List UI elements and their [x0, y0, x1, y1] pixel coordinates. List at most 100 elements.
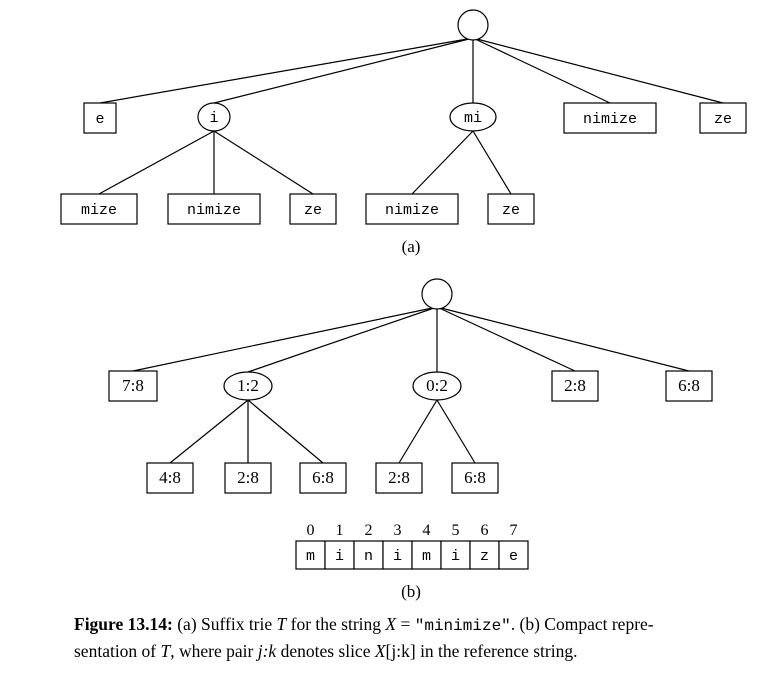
b-node-label-n12: 1:2: [237, 376, 259, 395]
ref-index-5: 5: [452, 522, 460, 539]
b-node-n68: [665, 370, 713, 402]
b-edge-root-n68: [436, 306, 690, 372]
a-node-mi: [449, 102, 497, 132]
caption-text: =: [396, 614, 415, 634]
a-node-label-ze: ze: [714, 111, 732, 128]
a-node-i_nimize: [167, 193, 261, 225]
ref-char-0: m: [306, 548, 315, 565]
b-node-label-a68: 6:8: [312, 468, 334, 487]
ref-cell-4: [411, 540, 442, 570]
a-edge-i-i_ze: [213, 130, 314, 195]
a-node-label-i: i: [209, 110, 218, 127]
b-edge-root-n12: [247, 306, 438, 373]
b-node-label-b68: 6:8: [464, 468, 486, 487]
a-edge-mi-mi_nimize: [411, 130, 474, 195]
b-node-label-n02: 0:2: [426, 376, 448, 395]
b-node-label-n68: 6:8: [678, 376, 700, 395]
ref-char-7: e: [509, 548, 518, 565]
a-node-label-i_ze: ze: [304, 202, 322, 219]
b-edge-root-n78: [132, 306, 438, 372]
a-node-label-mi_ze: ze: [502, 202, 520, 219]
a-node-label-nimize: nimize: [583, 111, 637, 128]
b-node-label-b28: 2:8: [388, 468, 410, 487]
caption-line-2: sentation of T, where pair j:k denotes s…: [74, 639, 764, 664]
caption-text: (a) Suffix trie: [172, 614, 277, 634]
caption-text: [j:k]: [385, 641, 416, 661]
b-node-label-a28: 2:8: [237, 468, 259, 487]
figure-caption: Figure 13.14: (a) Suffix trie T for the …: [74, 612, 764, 664]
a-edge-root-ze: [472, 37, 724, 104]
caption-text: in the reference string.: [415, 641, 578, 661]
ref-index-1: 1: [336, 522, 344, 539]
reference-string: m 0 i 1 n 2 i 3 m 4 i 5 z 6 e 7: [295, 522, 529, 570]
caption-text: denotes slice: [276, 641, 375, 661]
ref-char-5: i: [451, 548, 460, 565]
a-node-label-e: e: [95, 111, 104, 128]
ref-index-3: 3: [394, 522, 402, 539]
ref-cell-3: [382, 540, 413, 570]
caption-text: , where pair: [170, 641, 258, 661]
b-node-b28: [375, 462, 423, 494]
a-node-label-mi_nimize: nimize: [385, 202, 439, 219]
b-edge-n12-a48: [169, 399, 249, 464]
ref-index-6: 6: [481, 522, 489, 539]
a-edge-i-i_mize: [98, 130, 215, 195]
label-b: (b): [401, 582, 421, 601]
caption-text: sentation of: [74, 641, 161, 661]
ref-cell-6: [469, 540, 500, 570]
b-node-n02: [412, 371, 462, 401]
caption-var: j:k: [257, 641, 277, 661]
b-edge-root-n28: [436, 306, 576, 372]
ref-cell-2: [353, 540, 384, 570]
a-node-i_mize: [60, 193, 138, 225]
b-node-root: [421, 278, 453, 310]
b-node-label-n78: 7:8: [122, 376, 144, 395]
a-edge-root-nimize: [472, 37, 611, 104]
b-edge-n02-b28: [398, 399, 438, 464]
ref-index-2: 2: [365, 522, 373, 539]
a-node-i: [197, 102, 231, 132]
ref-index-7: 7: [510, 522, 518, 539]
a-node-label-i_mize: mize: [81, 202, 117, 219]
caption-text: for the string: [286, 614, 386, 634]
ref-char-4: m: [422, 548, 431, 565]
a-node-label-i_nimize: nimize: [187, 202, 241, 219]
ref-cell-5: [440, 540, 471, 570]
b-node-label-n28: 2:8: [564, 376, 586, 395]
caption-var: T: [276, 614, 287, 634]
a-node-label-mi: mi: [464, 110, 482, 127]
ref-char-2: n: [364, 548, 373, 565]
b-edge-n02-b68: [436, 399, 476, 464]
a-node-nimize: [563, 102, 657, 134]
a-node-ze: [699, 102, 747, 134]
b-node-b68: [451, 462, 499, 494]
suffix-trie-a: e i mi nimize ze mize nimize ze nimize ze: [60, 9, 747, 225]
a-node-root: [457, 9, 489, 41]
a-node-e: [83, 102, 117, 134]
caption-var: X: [374, 641, 386, 661]
caption-line-1: Figure 13.14: (a) Suffix trie T for the …: [74, 612, 764, 639]
caption-var: X: [385, 614, 397, 634]
ref-char-6: z: [480, 548, 489, 565]
b-node-a68: [299, 462, 347, 494]
a-edge-root-e: [99, 37, 474, 104]
a-edge-mi-mi_ze: [472, 130, 512, 195]
label-a: (a): [402, 237, 421, 256]
ref-char-1: i: [335, 548, 344, 565]
b-node-a48: [146, 462, 194, 494]
b-node-n78: [108, 370, 158, 402]
b-node-n12: [223, 371, 273, 401]
a-node-mi_ze: [487, 193, 535, 225]
compact-trie-b: 7:8 1:2 0:2 2:8 6:8 4:8 2:8 6:8 2:8 6:8: [108, 278, 713, 494]
a-node-mi_nimize: [365, 193, 459, 225]
b-edge-n12-a68: [247, 399, 324, 464]
b-node-n28: [551, 370, 599, 402]
caption-string: "minimize": [414, 617, 511, 635]
ref-index-0: 0: [307, 522, 315, 539]
a-node-i_ze: [289, 193, 337, 225]
ref-index-4: 4: [423, 522, 431, 539]
a-edge-root-i: [213, 37, 474, 104]
caption-figure-label: Figure 13.14:: [74, 614, 173, 634]
ref-cell-1: [324, 540, 355, 570]
